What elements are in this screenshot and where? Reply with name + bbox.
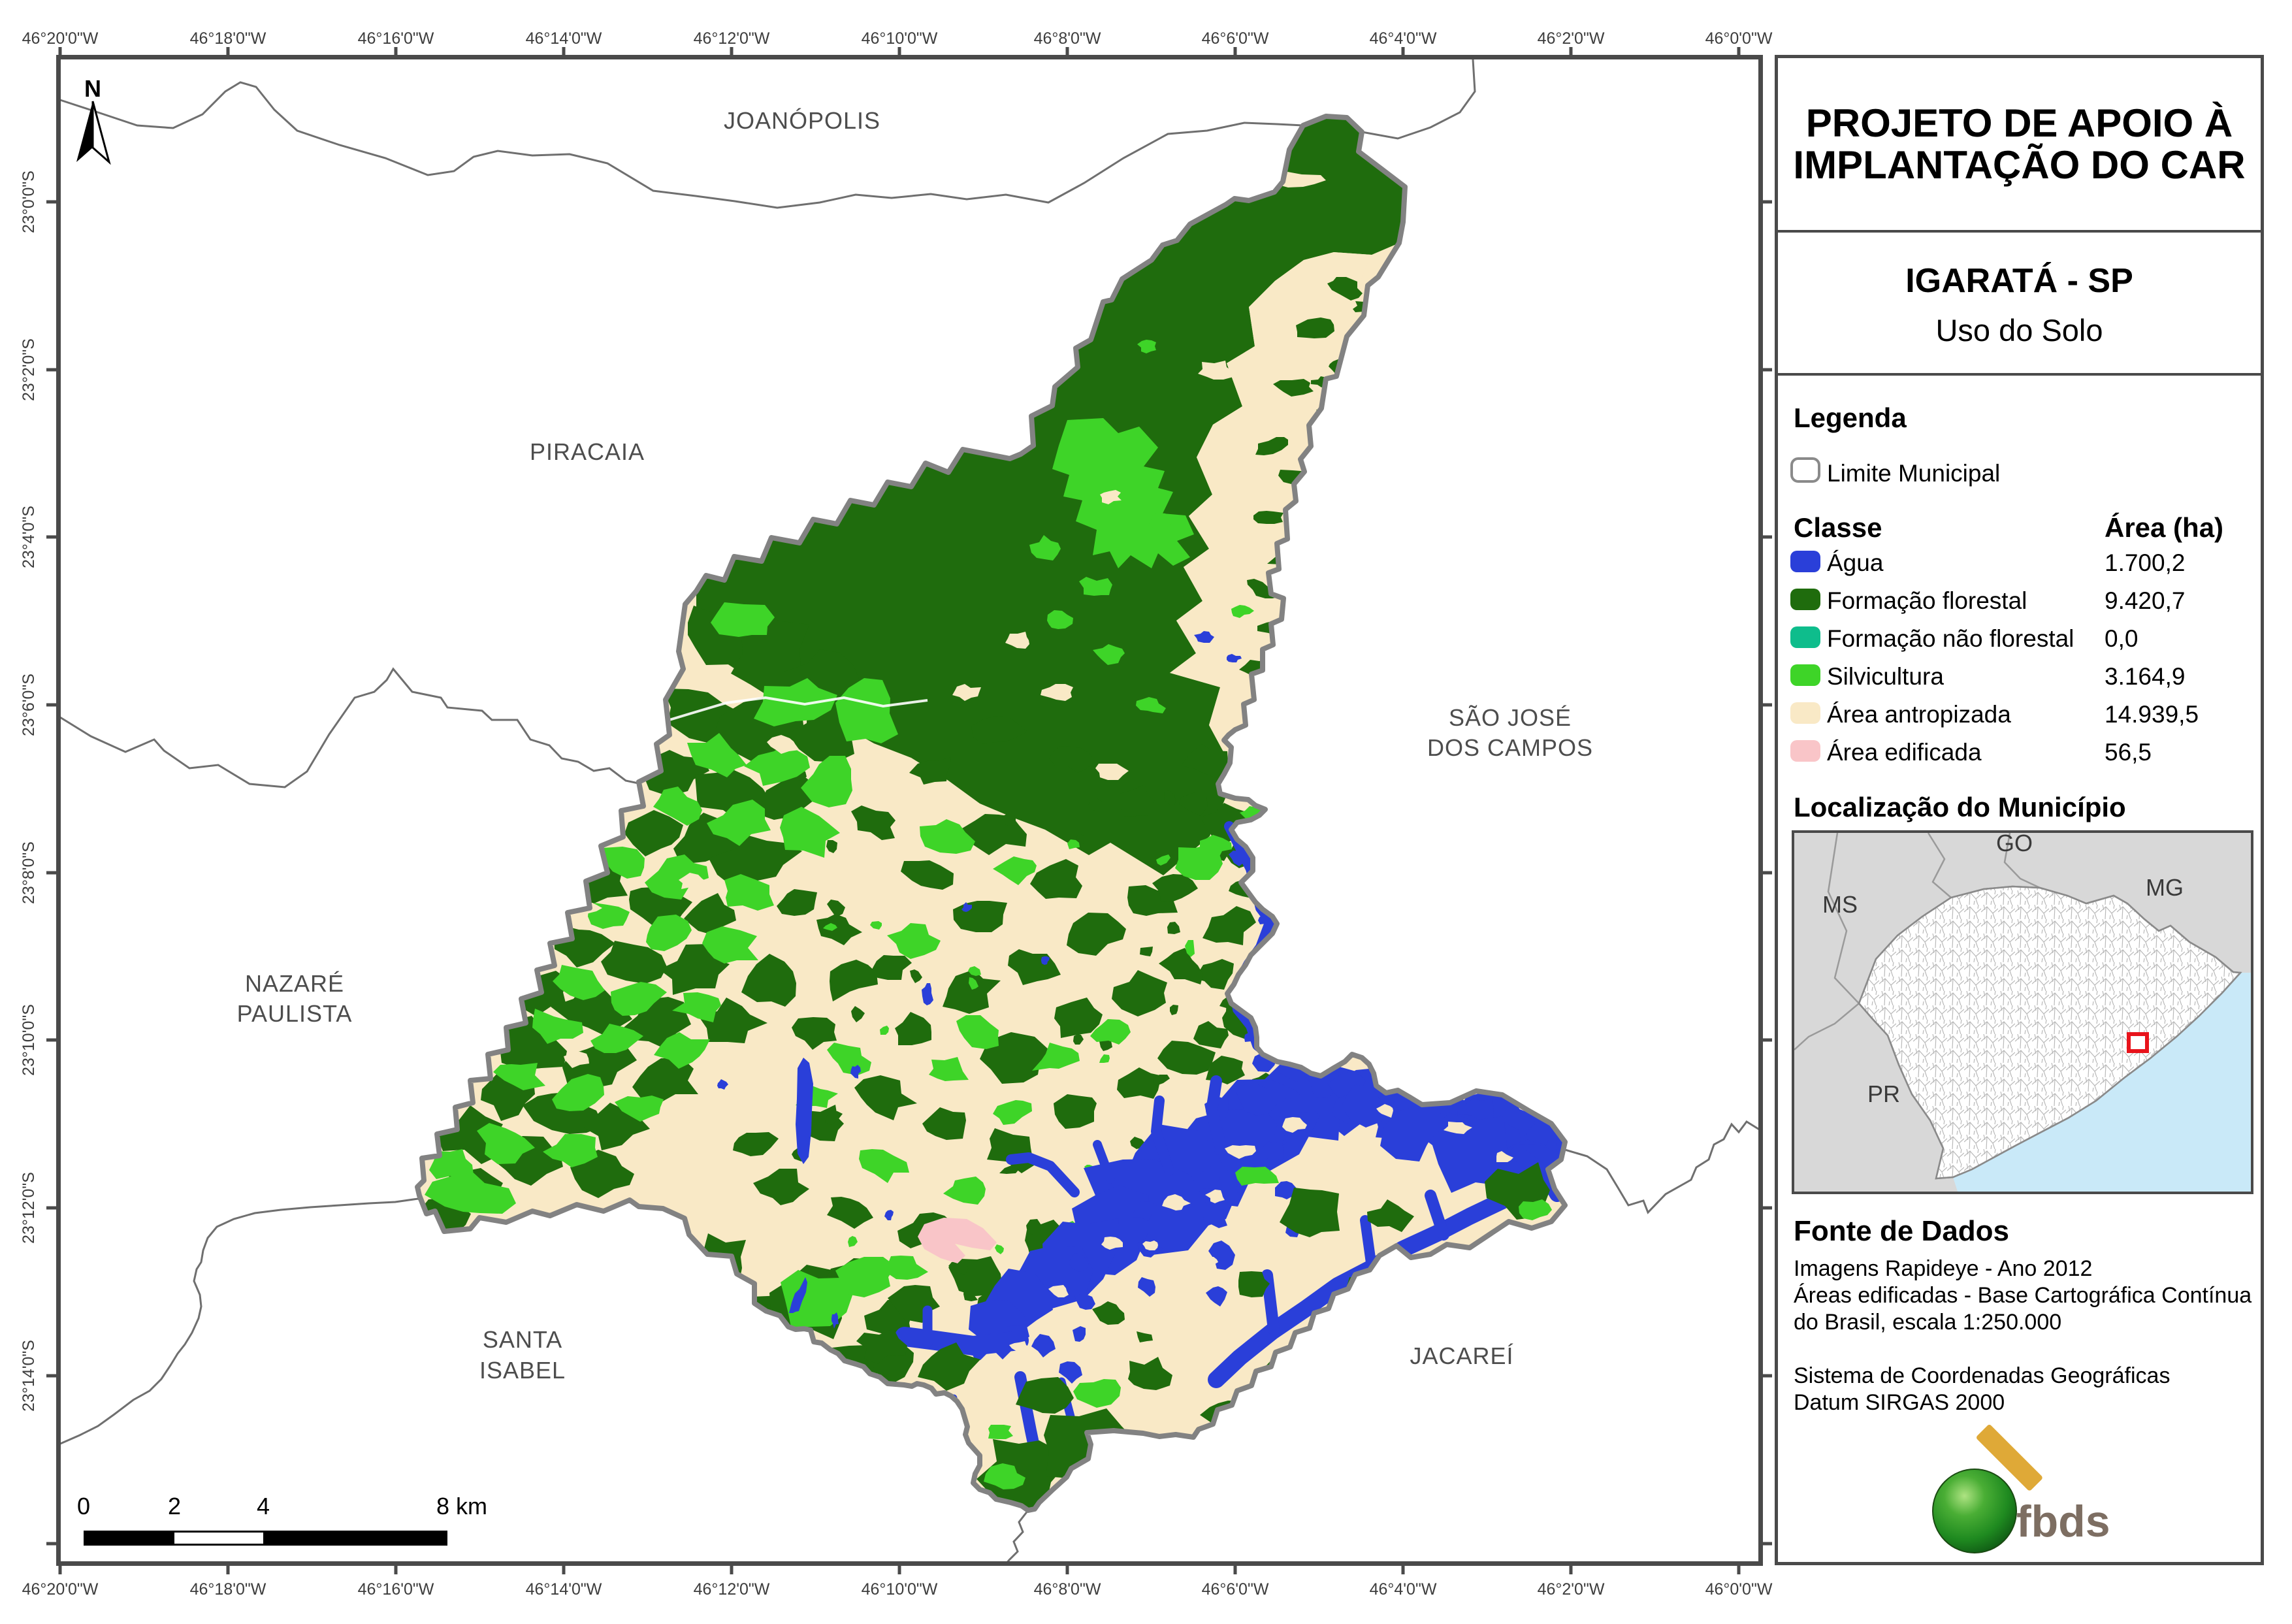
svg-text:8 km: 8 km [436, 1493, 487, 1519]
svg-text:NAZARÉ: NAZARÉ [245, 970, 344, 997]
svg-text:23°6'0"S: 23°6'0"S [20, 674, 38, 736]
svg-text:46°8'0"W: 46°8'0"W [1034, 1580, 1101, 1599]
svg-text:PIRACAIA: PIRACAIA [530, 438, 645, 465]
svg-text:46°14'0"W: 46°14'0"W [526, 29, 602, 48]
svg-text:0: 0 [77, 1493, 90, 1519]
svg-text:MG: MG [2146, 874, 2184, 901]
svg-text:46°8'0"W: 46°8'0"W [1034, 29, 1101, 48]
svg-text:46°2'0"W: 46°2'0"W [1538, 29, 1605, 48]
svg-text:46°10'0"W: 46°10'0"W [862, 29, 938, 48]
svg-text:46°0'0"W: 46°0'0"W [1705, 29, 1773, 48]
svg-text:46°2'0"W: 46°2'0"W [1538, 1580, 1605, 1599]
svg-text:DOS CAMPOS: DOS CAMPOS [1427, 734, 1593, 761]
svg-text:23°10'0"S: 23°10'0"S [20, 1004, 38, 1076]
svg-text:46°6'0"W: 46°6'0"W [1202, 1580, 1269, 1599]
svg-text:SANTA: SANTA [483, 1326, 562, 1353]
svg-text:46°10'0"W: 46°10'0"W [862, 1580, 938, 1599]
svg-text:PAULISTA: PAULISTA [237, 1000, 353, 1027]
svg-text:4: 4 [257, 1493, 270, 1519]
svg-text:23°14'0"S: 23°14'0"S [20, 1340, 38, 1412]
svg-text:46°6'0"W: 46°6'0"W [1202, 29, 1269, 48]
svg-text:46°0'0"W: 46°0'0"W [1705, 1580, 1773, 1599]
svg-text:23°12'0"S: 23°12'0"S [20, 1172, 38, 1244]
svg-text:46°4'0"W: 46°4'0"W [1370, 1580, 1437, 1599]
svg-text:46°20'0"W: 46°20'0"W [22, 29, 99, 48]
svg-text:SÃO JOSÉ: SÃO JOSÉ [1449, 704, 1572, 731]
svg-text:46°12'0"W: 46°12'0"W [694, 29, 770, 48]
svg-text:23°2'0"S: 23°2'0"S [20, 338, 38, 401]
svg-text:23°4'0"S: 23°4'0"S [20, 506, 38, 568]
svg-text:46°14'0"W: 46°14'0"W [526, 1580, 602, 1599]
svg-text:ISABEL: ISABEL [479, 1357, 566, 1384]
svg-text:23°8'0"S: 23°8'0"S [20, 841, 38, 904]
svg-text:46°18'0"W: 46°18'0"W [190, 29, 266, 48]
svg-text:PR: PR [1867, 1080, 1900, 1107]
svg-text:JOANÓPOLIS: JOANÓPOLIS [724, 107, 880, 134]
svg-text:2: 2 [168, 1493, 181, 1519]
svg-text:46°4'0"W: 46°4'0"W [1370, 29, 1437, 48]
svg-text:23°0'0"S: 23°0'0"S [20, 171, 38, 233]
svg-text:fbds: fbds [2016, 1497, 2110, 1546]
svg-text:46°16'0"W: 46°16'0"W [358, 1580, 434, 1599]
svg-text:N: N [84, 75, 101, 102]
svg-text:46°20'0"W: 46°20'0"W [22, 1580, 99, 1599]
svg-text:JACAREÍ: JACAREÍ [1410, 1342, 1513, 1369]
svg-text:46°12'0"W: 46°12'0"W [694, 1580, 770, 1599]
svg-text:GO: GO [1996, 833, 2033, 856]
svg-text:MS: MS [1822, 891, 1858, 918]
svg-text:46°16'0"W: 46°16'0"W [358, 29, 434, 48]
svg-text:46°18'0"W: 46°18'0"W [190, 1580, 266, 1599]
